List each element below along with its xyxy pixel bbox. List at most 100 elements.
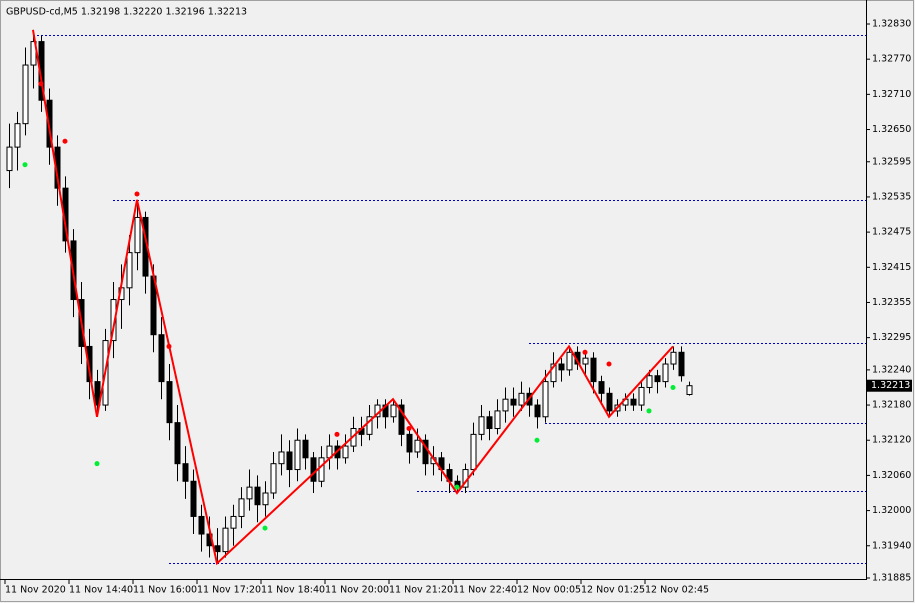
y-tick-label: 1.32180 xyxy=(872,400,911,411)
signal-dot xyxy=(646,408,652,414)
candle-body xyxy=(22,64,29,125)
candle-body xyxy=(214,545,221,553)
candle-body xyxy=(310,457,317,482)
candle-body xyxy=(158,334,165,383)
y-tick-label: 1.32475 xyxy=(872,227,911,238)
candle-body xyxy=(518,392,525,406)
candle-body xyxy=(582,357,589,365)
candle-body xyxy=(590,357,597,383)
candle-body xyxy=(238,498,245,517)
candle-body xyxy=(14,123,21,148)
x-tick-label: 12 Nov 01:25 xyxy=(581,585,645,596)
candle-body xyxy=(174,422,181,465)
y-tick-label: 1.32650 xyxy=(872,124,911,135)
candle-body xyxy=(678,351,685,377)
candle-body xyxy=(478,416,485,435)
y-tick-label: 1.32710 xyxy=(872,89,911,100)
candle-body xyxy=(662,363,669,383)
candle-body xyxy=(134,216,141,254)
candle-body xyxy=(398,404,405,435)
signal-dot xyxy=(334,431,340,437)
x-tick-label: 11 Nov 22:40 xyxy=(453,585,517,596)
candle-body xyxy=(502,398,509,412)
candle-body xyxy=(94,381,101,406)
x-tick-label: 12 Nov 00:05 xyxy=(517,585,581,596)
y-tick-label: 1.32770 xyxy=(872,54,911,65)
signal-dot xyxy=(406,426,412,432)
y-tick-label: 1.32000 xyxy=(872,505,911,516)
signal-dot xyxy=(94,461,100,467)
candle-body xyxy=(654,375,661,383)
x-tick-label: 11 Nov 14:40 xyxy=(69,585,133,596)
y-tick-label: 1.32120 xyxy=(872,435,911,446)
candle-body xyxy=(390,404,397,418)
y-tick-label: 1.32060 xyxy=(872,470,911,481)
signal-dot xyxy=(166,343,172,349)
y-tick-label: 1.32415 xyxy=(872,262,911,273)
y-tick-label: 1.31940 xyxy=(872,540,911,551)
y-tick-label: 1.32295 xyxy=(872,332,911,343)
x-tick-label: 11 Nov 17:20 xyxy=(197,585,261,596)
candle-body xyxy=(302,439,309,459)
candle-body xyxy=(598,381,605,394)
y-tick-label: 1.32830 xyxy=(872,19,911,30)
candle-body xyxy=(230,515,237,529)
candle-body xyxy=(278,451,285,465)
candle-body xyxy=(86,345,93,383)
x-tick-label: 11 Nov 20:00 xyxy=(325,585,389,596)
candle-body xyxy=(166,381,173,424)
candle-body xyxy=(406,433,413,453)
candle-body xyxy=(470,433,477,471)
x-tick-label: 11 Nov 16:00 xyxy=(133,585,197,596)
candle-body xyxy=(494,410,501,430)
candle-body xyxy=(270,463,277,494)
candle-body xyxy=(414,439,421,453)
candle-body xyxy=(510,398,517,406)
candle-body xyxy=(558,363,565,371)
candle-body xyxy=(286,451,293,471)
x-tick-label: 11 Nov 21:20 xyxy=(389,585,453,596)
signal-dot xyxy=(670,384,676,390)
candle-body xyxy=(366,416,373,435)
candle-body xyxy=(126,252,133,289)
candle-body xyxy=(262,492,269,506)
candle-body xyxy=(254,486,261,506)
signal-dot xyxy=(454,484,460,490)
candle-body xyxy=(670,351,677,365)
last-price-label: 1.32213 xyxy=(871,380,910,391)
y-tick-label: 1.32595 xyxy=(872,156,911,167)
signal-dot xyxy=(38,81,44,87)
candle-body xyxy=(294,439,301,471)
candle-body xyxy=(566,351,573,371)
candle-body xyxy=(534,404,541,418)
signal-dot xyxy=(22,162,28,168)
zigzag-line xyxy=(32,29,674,566)
x-tick-label: 11 Nov 18:40 xyxy=(261,585,325,596)
y-tick-label: 1.32355 xyxy=(872,297,911,308)
candle-body xyxy=(318,457,325,482)
candle-body xyxy=(646,375,653,388)
signal-dot xyxy=(62,138,68,144)
signal-dot xyxy=(262,525,268,531)
candle-body xyxy=(190,480,197,517)
signal-dot xyxy=(582,349,588,355)
x-tick-label: 11 Nov 2020 xyxy=(5,585,66,596)
candle-body xyxy=(246,486,253,500)
chart-header: GBPUSD-cd,M5 1.32198 1.32220 1.32196 1.3… xyxy=(6,7,247,18)
y-tick-label: 1.32535 xyxy=(872,191,911,202)
candle-body xyxy=(638,386,645,406)
signal-dot xyxy=(134,191,140,197)
candle-body xyxy=(486,416,493,430)
candle-body xyxy=(198,515,205,535)
signal-dot xyxy=(606,361,612,367)
candle-body xyxy=(550,363,557,383)
candle-body xyxy=(6,146,13,172)
candle-body xyxy=(686,385,693,396)
candle-body xyxy=(342,445,349,459)
last-price-box xyxy=(867,379,912,392)
candle-body xyxy=(542,381,549,418)
x-tick-label: 12 Nov 02:45 xyxy=(645,585,709,596)
candle-body xyxy=(606,392,613,412)
